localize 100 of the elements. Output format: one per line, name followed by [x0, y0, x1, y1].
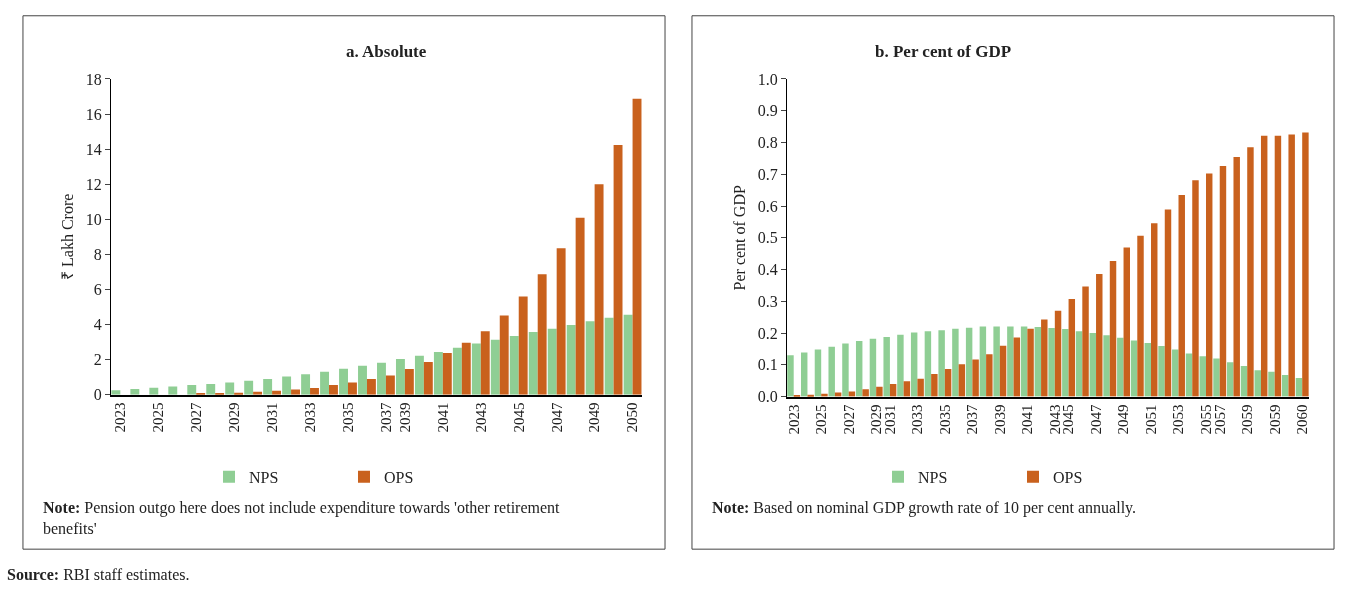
bar	[1048, 328, 1055, 397]
bar	[1123, 247, 1130, 397]
bar	[395, 359, 405, 395]
bar	[1089, 333, 1097, 397]
legend-label: OPS	[1053, 468, 1083, 486]
bar	[1247, 147, 1254, 397]
bar	[358, 365, 367, 395]
bar	[1274, 135, 1282, 397]
y-tick-label: 6	[93, 281, 102, 299]
bar	[1137, 235, 1144, 397]
bar	[594, 184, 604, 395]
bar	[461, 342, 471, 395]
x-tick-label: 2047	[1087, 403, 1104, 435]
bar	[1013, 337, 1021, 397]
bar	[1268, 371, 1275, 397]
bar	[910, 332, 918, 397]
y-tick-label: 0.7	[757, 165, 778, 183]
bar	[924, 331, 932, 397]
y-tick-label: 4	[93, 316, 102, 334]
bar	[1192, 180, 1199, 397]
bar	[855, 341, 863, 397]
bar	[528, 332, 538, 395]
bar	[310, 388, 319, 395]
y-tick-label: 8	[93, 245, 102, 263]
bar	[320, 371, 330, 395]
bar	[518, 296, 528, 395]
bar	[883, 336, 890, 397]
x-tick-label: 2041	[434, 402, 451, 433]
y-tick-label: 0.8	[757, 134, 778, 152]
bar	[1213, 358, 1220, 397]
bar	[244, 380, 254, 395]
bar	[404, 369, 414, 395]
bar	[537, 274, 547, 395]
bar	[1185, 353, 1193, 397]
bar	[1302, 132, 1309, 397]
bar	[897, 334, 904, 397]
x-tick-label: 2043	[472, 402, 489, 433]
x-tick-label: 2041	[1019, 404, 1036, 435]
bar	[876, 386, 883, 397]
y-tick-label: 0.9	[757, 102, 778, 120]
y-tick-label: 14	[85, 140, 102, 158]
bar	[499, 315, 509, 395]
bar	[366, 379, 376, 395]
x-tick-label: 2045	[510, 402, 527, 433]
y-tick-label: 18	[85, 70, 102, 88]
x-tick-label: 2049	[1115, 404, 1132, 435]
bar	[1172, 349, 1179, 397]
bar	[1158, 346, 1165, 397]
bar	[999, 345, 1007, 397]
bar	[1144, 342, 1152, 397]
bar	[979, 326, 987, 397]
bar	[291, 389, 300, 395]
y-axis-title: Per cent of GDP	[730, 185, 748, 291]
bar	[1254, 370, 1261, 397]
x-tick-label: 2033	[301, 402, 318, 433]
x-tick-label: 2037	[964, 403, 981, 435]
x-tick-label: 2035	[936, 404, 953, 435]
x-tick-label: 2051	[1142, 404, 1159, 435]
y-tick-label: 2	[93, 351, 102, 369]
x-tick-label: 2039	[991, 404, 1008, 435]
bar	[1041, 319, 1048, 397]
y-tick-label: 1.0	[757, 70, 778, 88]
bar	[1117, 337, 1124, 397]
x-tick-label: 2053	[1170, 404, 1187, 435]
bar	[225, 382, 235, 395]
legend-label: NPS	[918, 468, 948, 486]
bar	[801, 352, 808, 397]
bar	[814, 349, 822, 397]
bar	[1206, 173, 1213, 397]
x-tick-label: 2027	[188, 401, 205, 433]
bar	[1020, 326, 1028, 397]
x-tick-label: 2027	[840, 403, 857, 435]
bar	[1151, 223, 1158, 397]
x-tick-label: 2039	[396, 402, 413, 433]
bar	[329, 385, 338, 395]
bar	[623, 314, 633, 395]
x-tick-label: 2035	[339, 402, 356, 433]
bar	[1130, 340, 1138, 397]
bar	[263, 378, 273, 395]
bar	[111, 390, 121, 395]
x-tick-label: 2023	[785, 404, 802, 435]
text: Note: Based on nominal GDP growth rate of 10 per cent annually.	[712, 499, 1137, 517]
bar	[862, 389, 869, 397]
bar	[556, 248, 566, 395]
x-tick-label: 2059	[1266, 404, 1283, 435]
y-axis-title: ₹ Lakh Crore	[58, 193, 76, 280]
y-tick-label: 0.6	[757, 197, 778, 215]
bar	[1164, 209, 1172, 397]
bar	[869, 338, 877, 397]
x-tick-label: 2043	[1046, 404, 1063, 435]
bar	[347, 382, 357, 395]
y-tick-label: 12	[85, 175, 102, 193]
bar	[433, 352, 443, 395]
y-tick-label: 0.1	[757, 356, 778, 374]
bar	[377, 362, 386, 395]
x-tick-label: 2050	[624, 402, 641, 433]
bar	[952, 328, 959, 397]
text: Note: Pension outgo here does not include expenditure towards 'other retirement benefits'	[43, 499, 561, 537]
bar	[1007, 326, 1014, 397]
x-tick-label: 2025	[813, 404, 830, 435]
